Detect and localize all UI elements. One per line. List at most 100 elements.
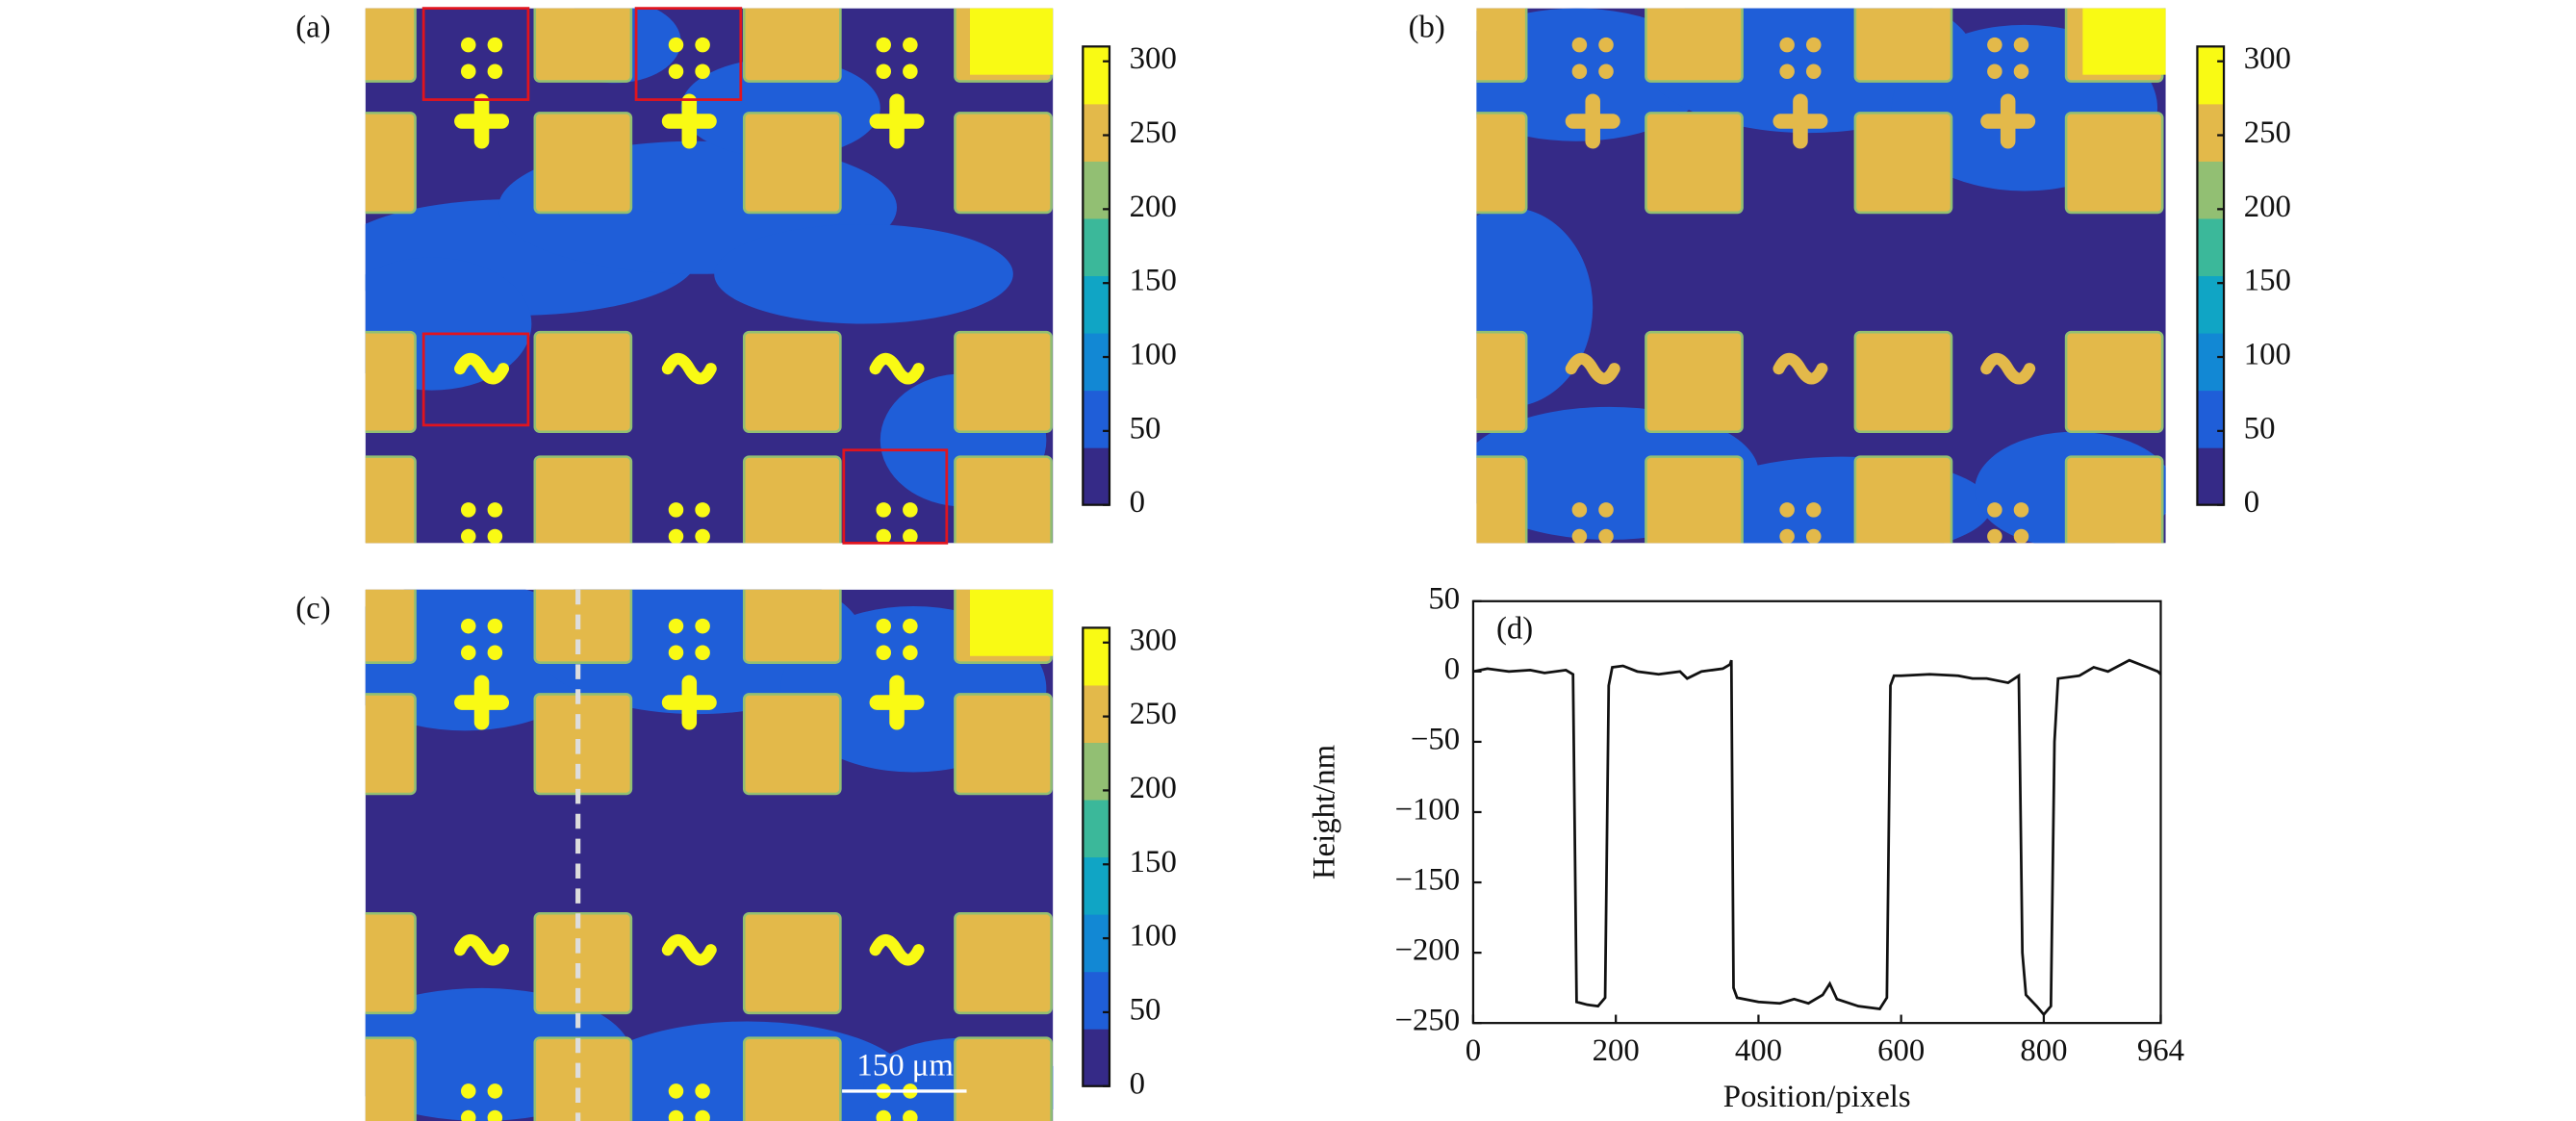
pad: [365, 112, 417, 215]
pad: [365, 8, 417, 83]
colorbar-tick-label: 250: [2244, 115, 2291, 150]
tilde: [1773, 352, 1828, 385]
colorbar-frame: [1082, 45, 1111, 506]
dot: [695, 502, 710, 518]
panel-label: (c): [295, 592, 330, 626]
dot: [695, 1109, 710, 1121]
dot: [487, 528, 503, 544]
dot: [460, 645, 476, 661]
pad: [2064, 112, 2164, 215]
dot: [668, 528, 684, 544]
pad: [1853, 112, 1953, 215]
cross: [1773, 93, 1828, 149]
tilde: [454, 352, 510, 385]
profile: [1472, 658, 2162, 1017]
pad: [742, 1036, 842, 1121]
colorbar-band: [2197, 46, 2225, 105]
pad: [1853, 8, 1953, 83]
colorbar-band: [1083, 1029, 1109, 1087]
pad: [742, 589, 842, 664]
dot: [876, 1109, 892, 1121]
dot: [695, 64, 710, 79]
colorbar-band: [1083, 856, 1109, 915]
dot: [876, 37, 892, 53]
highlight-box: [421, 332, 530, 427]
dot: [1805, 528, 1822, 544]
colorbar-band: [1083, 447, 1109, 506]
dot: [487, 502, 503, 518]
region: [714, 224, 1013, 324]
colorbar-band: [1083, 971, 1109, 1030]
corner-feature: [969, 589, 1054, 656]
dot: [695, 618, 710, 634]
x-tick-label: 0: [1466, 1033, 1481, 1068]
pad: [1476, 330, 1528, 434]
pad: [1476, 455, 1528, 544]
dot: [1571, 37, 1588, 53]
pad: [1645, 8, 1744, 83]
dot: [876, 64, 892, 79]
pad: [954, 911, 1053, 1015]
colorbar-tick-label: 300: [1130, 623, 1177, 657]
dot: [668, 502, 684, 518]
x-tick-label: 964: [2137, 1033, 2184, 1068]
colorbar-band: [1083, 390, 1109, 448]
colorbar-tick-label: 100: [2244, 338, 2291, 372]
colorbar-band: [2197, 447, 2225, 506]
cross: [869, 93, 925, 149]
pad: [1853, 455, 1953, 544]
colorbar-tick-label: 150: [1130, 845, 1177, 879]
x-tick-label: 400: [1735, 1033, 1782, 1068]
pad: [365, 330, 417, 434]
dot: [2013, 528, 2029, 544]
colorbar-band: [1083, 275, 1109, 334]
colorbar-band: [2197, 390, 2225, 448]
pad: [1645, 455, 1744, 544]
dot: [668, 645, 684, 661]
dot: [487, 64, 503, 79]
height-map: [1476, 8, 2166, 544]
dot: [1805, 37, 1822, 53]
dot: [1987, 502, 2002, 518]
y-tick-label: −100: [1394, 793, 1460, 828]
dot: [487, 618, 503, 634]
y-tick-label: −250: [1394, 1004, 1460, 1038]
pad: [1853, 330, 1953, 434]
pad: [365, 1036, 417, 1121]
dot: [487, 645, 503, 661]
pad: [1645, 330, 1744, 434]
cross: [869, 675, 925, 730]
dot: [1779, 528, 1795, 544]
dot: [460, 502, 476, 518]
colorbar-band: [1083, 800, 1109, 858]
dot: [1598, 37, 1614, 53]
panel-label: (b): [1409, 11, 1445, 45]
cross: [454, 93, 510, 149]
colorbar-band: [2197, 103, 2225, 162]
highlight-box: [842, 448, 949, 545]
colorbar-band: [1083, 333, 1109, 392]
pad: [742, 455, 842, 544]
colorbar-band: [1083, 217, 1109, 277]
dot: [1805, 64, 1822, 79]
dot: [695, 645, 710, 661]
colorbar-tick-label: 100: [1130, 338, 1177, 372]
dot: [460, 528, 476, 544]
corner-feature: [2082, 8, 2166, 75]
dot: [903, 528, 918, 544]
cross: [454, 675, 510, 730]
height-map: [365, 8, 1054, 544]
tilde: [661, 352, 717, 385]
pad: [954, 112, 1053, 215]
pad: [533, 693, 633, 796]
pad: [365, 911, 417, 1015]
pad: [533, 330, 633, 434]
pad: [742, 8, 842, 83]
dot: [668, 64, 684, 79]
y-tick-label: −50: [1411, 722, 1460, 756]
colorbar-band: [1083, 46, 1109, 105]
dot: [668, 1109, 684, 1121]
corner-feature: [969, 8, 1054, 75]
x-tick-label: 800: [2020, 1033, 2067, 1068]
colorbar-band: [1083, 627, 1109, 686]
